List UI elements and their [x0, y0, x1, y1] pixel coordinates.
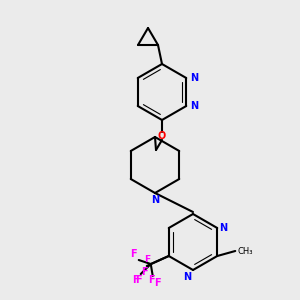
Text: F: F: [141, 267, 148, 277]
Text: F: F: [144, 255, 150, 264]
Text: N: N: [183, 272, 191, 282]
Text: F: F: [132, 275, 139, 285]
Text: N: N: [190, 101, 198, 111]
Text: O: O: [158, 131, 166, 141]
Text: F: F: [148, 275, 155, 285]
Text: F: F: [130, 249, 137, 259]
Text: F: F: [135, 275, 142, 285]
Text: N: N: [151, 195, 159, 205]
Text: N: N: [190, 73, 198, 83]
Text: CH₃: CH₃: [237, 247, 253, 256]
Text: F: F: [154, 278, 160, 288]
Text: N: N: [219, 223, 227, 233]
